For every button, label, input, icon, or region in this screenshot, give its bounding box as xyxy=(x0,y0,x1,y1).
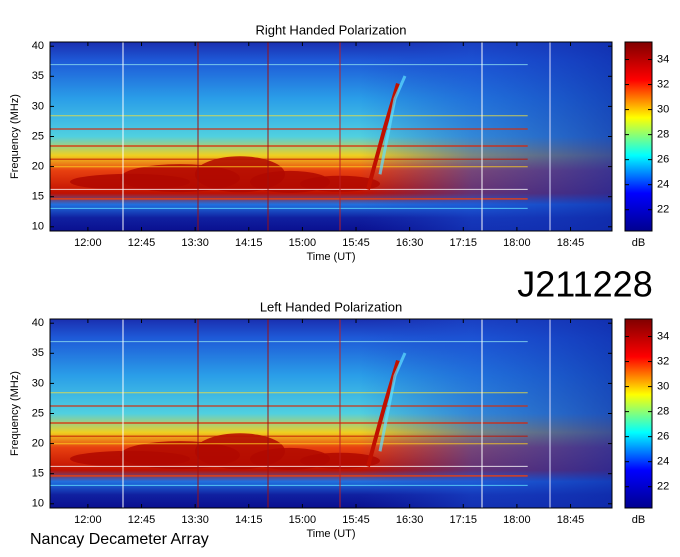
spectrogram-fade xyxy=(50,319,612,508)
x-tick-label: 12:00 xyxy=(74,514,102,526)
x-tick-label: 15:45 xyxy=(342,237,370,249)
y-tick-label: 35 xyxy=(32,347,44,359)
burst-halo xyxy=(378,75,407,175)
y-tick-label: 25 xyxy=(32,130,44,142)
x-tick-label: 14:15 xyxy=(235,237,263,249)
burst-halo xyxy=(378,352,407,452)
colorbar-tick-label: 22 xyxy=(657,481,669,493)
y-tick-label: 10 xyxy=(32,221,44,233)
y-tick-label: 20 xyxy=(32,438,44,450)
y-tick-label: 40 xyxy=(32,317,44,329)
x-tick-label: 12:45 xyxy=(128,514,156,526)
spectrogram-image xyxy=(50,42,612,231)
colorbar-tick-label: 28 xyxy=(657,406,669,418)
y-tick-label: 15 xyxy=(32,468,44,480)
colorbar-tick-label: 34 xyxy=(657,330,669,342)
x-tick-label: 12:45 xyxy=(128,237,156,249)
y-tick-label: 40 xyxy=(32,40,44,52)
y-tick-label: 10 xyxy=(32,498,44,510)
y-axis-label: Frequency (MHz) xyxy=(9,94,21,179)
x-tick-label: 18:00 xyxy=(503,514,531,526)
y-tick-label: 30 xyxy=(32,100,44,112)
colorbar-tick-label: 26 xyxy=(657,431,669,443)
spectrogram-fade xyxy=(50,42,612,231)
colorbar-tick-label: 24 xyxy=(657,456,669,468)
emission xyxy=(70,450,190,467)
x-tick-label: 15:00 xyxy=(289,237,317,249)
colorbar-tick-label: 28 xyxy=(657,129,669,141)
emission xyxy=(70,173,190,190)
colorbar-tick-label: 24 xyxy=(657,179,669,191)
x-axis-label: Time (UT) xyxy=(306,251,355,263)
chart-title: Right Handed Polarization xyxy=(255,22,406,37)
y-tick-label: 35 xyxy=(32,70,44,82)
x-axis-label: Time (UT) xyxy=(306,528,355,540)
date-label: J211228 xyxy=(517,264,652,305)
x-tick-label: 15:00 xyxy=(289,514,317,526)
x-tick-label: 12:00 xyxy=(74,237,102,249)
y-tick-label: 25 xyxy=(32,407,44,419)
x-tick-label: 16:30 xyxy=(396,237,424,249)
y-axis-label: Frequency (MHz) xyxy=(9,371,21,456)
y-tick-label: 15 xyxy=(32,191,44,203)
x-tick-label: 18:45 xyxy=(557,237,585,249)
x-tick-label: 14:15 xyxy=(235,514,263,526)
colorbar xyxy=(624,318,653,509)
colorbar-tick-label: 34 xyxy=(657,53,669,65)
spectrogram-image xyxy=(50,319,612,508)
x-tick-label: 18:45 xyxy=(557,514,585,526)
colorbar-tick-label: 26 xyxy=(657,154,669,166)
chart-title: Left Handed Polarization xyxy=(260,299,402,314)
y-tick-label: 30 xyxy=(32,377,44,389)
x-tick-label: 13:30 xyxy=(181,514,209,526)
colorbar-tick-label: 30 xyxy=(657,103,669,115)
x-tick-label: 17:15 xyxy=(450,514,478,526)
colorbar-tick-label: 22 xyxy=(657,204,669,216)
colorbar-label: dB xyxy=(632,237,645,249)
y-tick-label: 20 xyxy=(32,161,44,173)
colorbar-label: dB xyxy=(632,514,645,526)
x-tick-label: 18:00 xyxy=(503,237,531,249)
colorbar xyxy=(624,41,653,232)
x-tick-label: 13:30 xyxy=(181,237,209,249)
x-tick-label: 15:45 xyxy=(342,514,370,526)
x-tick-label: 16:30 xyxy=(396,514,424,526)
colorbar-tick-label: 30 xyxy=(657,380,669,392)
colorbar-tick-label: 32 xyxy=(657,78,669,90)
footer: Nancay Decameter Array xyxy=(30,531,209,548)
colorbar-tick-label: 32 xyxy=(657,355,669,367)
x-tick-label: 17:15 xyxy=(450,237,478,249)
